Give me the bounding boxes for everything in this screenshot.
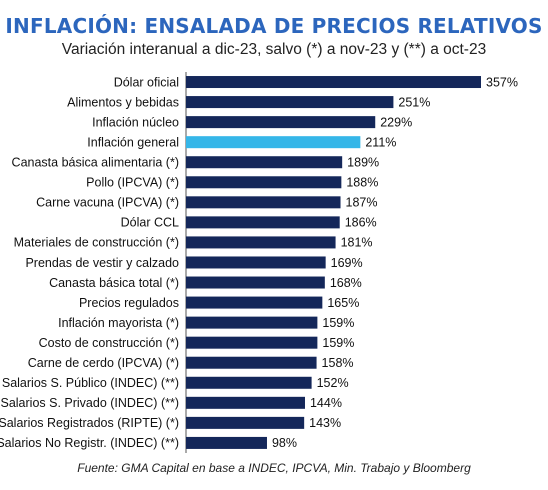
bar [186, 356, 317, 369]
chart-subtitle: Variación interanual a dic-23, salvo (*)… [61, 41, 487, 58]
data-label: 189% [347, 156, 379, 170]
bar-chart: Dólar oficial 357% Alimentos y bebidas 251%… [0, 72, 518, 453]
data-label: 186% [345, 216, 377, 230]
category-label: Precios regulados [79, 296, 179, 310]
data-label: 229% [380, 115, 412, 129]
bar [186, 96, 394, 109]
category-label: Salarios S. Privado (INDEC) (**) [0, 396, 179, 410]
data-label: 168% [330, 276, 362, 290]
data-label: 144% [310, 396, 342, 410]
bar [186, 276, 325, 289]
data-label: 98% [272, 436, 297, 450]
category-label: Alimentos y bebidas [67, 95, 179, 109]
bar [186, 396, 305, 409]
category-label: Dólar oficial [114, 75, 179, 89]
data-label: 211% [365, 135, 396, 149]
bar [186, 116, 376, 129]
bar [186, 196, 341, 209]
category-label: Salarios No Registr. (INDEC) (**) [0, 436, 179, 450]
data-label: 143% [309, 416, 341, 430]
source-note: Fuente: GMA Capital en base a INDEC, IPC… [77, 461, 471, 475]
category-label: Dólar CCL [121, 216, 179, 230]
data-label: 158% [322, 356, 354, 370]
data-label: 169% [331, 256, 363, 270]
category-label: Salarios Registrados (RIPTE) (*) [0, 416, 179, 430]
category-label: Canasta básica total (*) [49, 276, 179, 290]
data-label: 188% [346, 176, 378, 190]
data-label: 159% [322, 316, 354, 330]
category-label: Salarios S. Público (INDEC) (**) [2, 376, 179, 390]
category-label: Costo de construcción (*) [39, 336, 179, 350]
category-label: Materiales de construcción (*) [14, 236, 179, 250]
category-label: Canasta básica alimentaria (*) [12, 156, 179, 170]
data-label: 187% [346, 196, 378, 210]
data-label: 159% [322, 336, 354, 350]
data-label: 251% [398, 95, 430, 109]
bar [186, 376, 312, 389]
bar-highlight [186, 136, 361, 149]
data-label: 357% [486, 75, 518, 89]
bar [186, 256, 326, 269]
bar [186, 176, 342, 189]
data-label: 152% [317, 376, 349, 390]
category-label: Prendas de vestir y calzado [25, 256, 179, 270]
chart-title: INFLACIÓN: ENSALADA DE PRECIOS RELATIVOS [5, 14, 543, 38]
category-label: Carne vacuna (IPCVA) (*) [36, 196, 179, 210]
bar [186, 236, 336, 249]
bar [186, 316, 318, 329]
bar [186, 336, 318, 349]
data-label: 181% [341, 236, 373, 250]
bar [186, 156, 343, 169]
data-label: 165% [327, 296, 359, 310]
bar [186, 296, 323, 309]
bar [186, 76, 481, 89]
category-label: Inflación núcleo [92, 115, 179, 129]
bar [186, 216, 340, 229]
bar [186, 416, 305, 429]
bar [186, 436, 267, 449]
category-label: Inflación mayorista (*) [58, 316, 179, 330]
category-label: Inflación general [87, 135, 179, 149]
category-label: Carne de cerdo (IPCVA) (*) [28, 356, 179, 370]
category-label: Pollo (IPCVA) (*) [86, 176, 179, 190]
